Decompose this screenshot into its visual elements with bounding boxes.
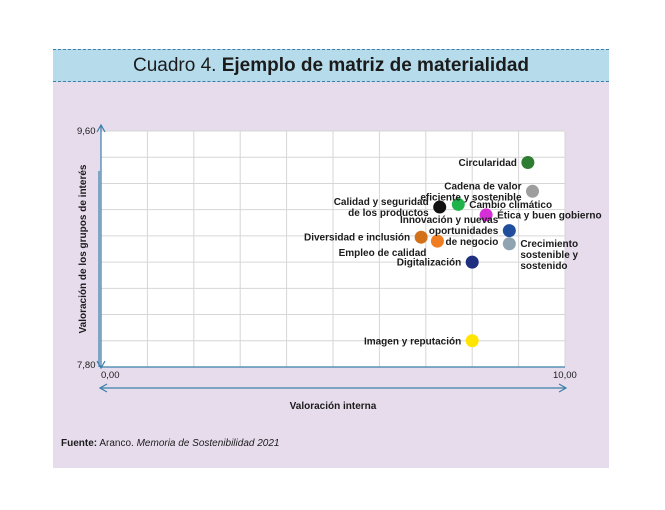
title-main: Ejemplo de matriz de materialidad: [221, 55, 529, 76]
chart-points: [414, 155, 540, 348]
data-point: [502, 224, 516, 238]
y-tick-label: 7,80: [77, 360, 96, 371]
y-axis-arrow-top: [96, 123, 106, 133]
data-label: Circularidad: [459, 158, 517, 169]
data-point: [414, 230, 428, 244]
x-tick-label: 10,00: [553, 370, 577, 381]
data-point: [465, 334, 479, 348]
source-text: Aranco.: [99, 438, 134, 449]
data-point: [526, 184, 540, 198]
data-label: Empleo de calidad: [339, 248, 427, 259]
source-label: Fuente:: [61, 438, 98, 449]
data-point: [479, 208, 493, 222]
chart-axes: 0,00 10,00 7,80 9,60 Valoración interna Valor…: [77, 123, 577, 412]
y-tick-label: 9,60: [77, 126, 96, 137]
title-lead: Cuadro 4.: [133, 55, 217, 76]
data-label: Calidad y seguridad de los productos: [334, 197, 429, 219]
data-point: [465, 255, 479, 269]
data-label: Cadena de valor eficiente y sostenible: [420, 181, 522, 203]
data-label: Ética y buen gobierno: [497, 208, 601, 221]
x-tick-label: 0,00: [101, 370, 120, 381]
source-italic: Memoria de Sostenibilidad 2021: [136, 438, 280, 449]
y-axis-title: Valoración de los grupos de interés: [78, 164, 89, 333]
data-point: [433, 200, 447, 214]
data-point: [451, 197, 465, 211]
data-point: [502, 237, 516, 251]
materiality-chart: 0,00 10,00 7,80 9,60 Valoración interna Valor…: [77, 123, 602, 412]
data-label: Crecimiento sostenible y sostenido: [520, 239, 578, 272]
chart-labels: Circularidad Cadena de valor eficiente y s…: [304, 158, 602, 347]
data-point: [430, 234, 444, 248]
x-axis-arrow-left: [98, 383, 108, 393]
data-point: [521, 155, 535, 169]
y-axis-arrow-bottom: [96, 360, 106, 370]
data-label: Diversidad e inclusión: [304, 233, 410, 244]
data-label: Imagen y reputación: [364, 336, 461, 347]
data-label: Cambio climático: [469, 200, 552, 211]
source-note: Fuente: Aranco. Memoria de Sostenibilida…: [61, 438, 279, 449]
figure-title: Cuadro 4. Ejemplo de matriz de materiali…: [53, 49, 609, 82]
figure-panel: Cuadro 4. Ejemplo de matriz de materiali…: [53, 49, 609, 468]
x-axis-title: Valoración interna: [290, 401, 377, 412]
data-label: Digitalización: [397, 258, 461, 269]
x-axis-arrow-right: [558, 383, 568, 393]
data-label: Innovación y nuevas oportunidades de negoc…: [400, 215, 499, 248]
